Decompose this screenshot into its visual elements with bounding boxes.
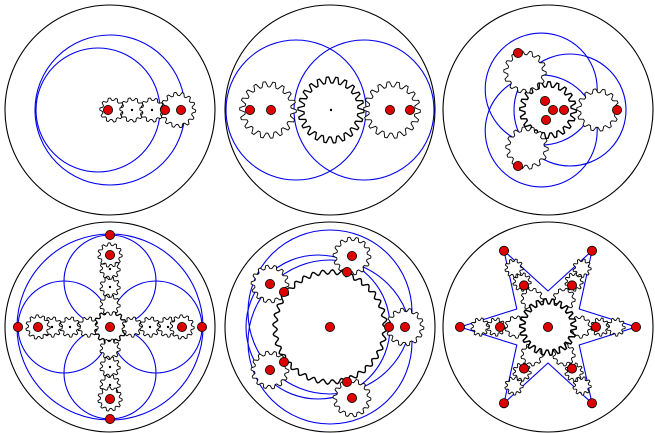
- pivot-dot: [105, 249, 116, 260]
- pivot-dot: [498, 245, 509, 256]
- center-point: [329, 108, 333, 112]
- pivot-dot: [105, 321, 116, 332]
- pivot-dot: [105, 413, 116, 424]
- pivot-dot: [540, 96, 551, 107]
- pivot-dot: [12, 321, 23, 332]
- arm-gear: [504, 258, 524, 278]
- panel-2: [224, 4, 436, 216]
- pivot-dot: [513, 160, 524, 171]
- pivot-dot: [631, 321, 642, 332]
- pivot-dot: [105, 229, 116, 240]
- pivot-dot: [587, 398, 598, 409]
- pivot-dot: [567, 280, 578, 291]
- panel-1: [4, 4, 216, 216]
- arm-gear: [572, 258, 592, 278]
- pivot-dot: [498, 398, 509, 409]
- pivot-dot: [175, 105, 186, 116]
- boundary-circle: [224, 221, 436, 433]
- pivot-dot: [513, 48, 524, 59]
- pivot-dot: [519, 280, 530, 291]
- pivot-dot: [264, 364, 275, 375]
- boundary-circle: [4, 221, 216, 433]
- center-point: [130, 108, 134, 112]
- pivot-dot: [519, 363, 530, 374]
- pivot-dot: [33, 321, 44, 332]
- planet-gear: [576, 88, 620, 132]
- boundary-circle: [442, 4, 654, 216]
- pivot-dot: [244, 105, 255, 116]
- boundary-circle: [442, 221, 654, 433]
- center-point: [108, 383, 112, 387]
- panel-3: [442, 4, 654, 216]
- pivot-dot: [264, 278, 275, 289]
- pivot-dot: [278, 286, 289, 297]
- center-point: [166, 325, 170, 329]
- arm-gear: [572, 376, 592, 396]
- arm-gear: [121, 316, 143, 338]
- pivot-dot: [399, 321, 410, 332]
- pivot-dot: [567, 363, 578, 374]
- pivot-dot: [384, 105, 395, 116]
- pivot-dot: [383, 321, 394, 332]
- arm-gear: [504, 376, 524, 396]
- pivot-dot: [559, 105, 570, 116]
- arm-gear: [606, 317, 626, 337]
- pivot-dot: [346, 250, 357, 261]
- center-point: [108, 267, 112, 271]
- arm-gear: [470, 317, 490, 337]
- panel-5: [224, 221, 436, 433]
- pivot-dot: [278, 356, 289, 367]
- pivot-dot: [105, 393, 116, 404]
- boundary-circle: [4, 4, 216, 216]
- panel-4: [4, 221, 216, 433]
- pivot-dot: [324, 321, 335, 332]
- center-point: [150, 108, 154, 112]
- planet-gear: [505, 126, 549, 170]
- pivot-dot: [543, 321, 554, 332]
- panel-6: [442, 221, 654, 433]
- pivot-dot: [341, 376, 352, 387]
- pivot-dot: [587, 245, 598, 256]
- boundary-circle: [224, 4, 436, 216]
- pivot-dot: [548, 105, 559, 116]
- center-point: [50, 325, 54, 329]
- pivot-dot: [612, 105, 623, 116]
- pivot-dot: [494, 321, 505, 332]
- center-point: [148, 325, 152, 329]
- pivot-dot: [346, 392, 357, 403]
- planet-gear: [503, 50, 547, 94]
- pivot-dot: [196, 321, 207, 332]
- arm-gear: [99, 294, 121, 316]
- orbit-circle: [513, 53, 627, 167]
- center-point: [108, 365, 112, 369]
- pivot-dot: [341, 266, 352, 277]
- pivot-dot: [176, 321, 187, 332]
- pivot-dot: [454, 321, 465, 332]
- center-point: [68, 325, 72, 329]
- pivot-dot: [591, 321, 602, 332]
- pivot-dot: [103, 105, 114, 116]
- pivot-dot: [404, 105, 415, 116]
- center-point: [108, 285, 112, 289]
- pivot-dot: [265, 105, 276, 116]
- arm-gear: [99, 338, 121, 360]
- pivot-dot: [541, 115, 552, 126]
- sun-gear: [518, 80, 578, 140]
- pivot-dot: [159, 105, 170, 116]
